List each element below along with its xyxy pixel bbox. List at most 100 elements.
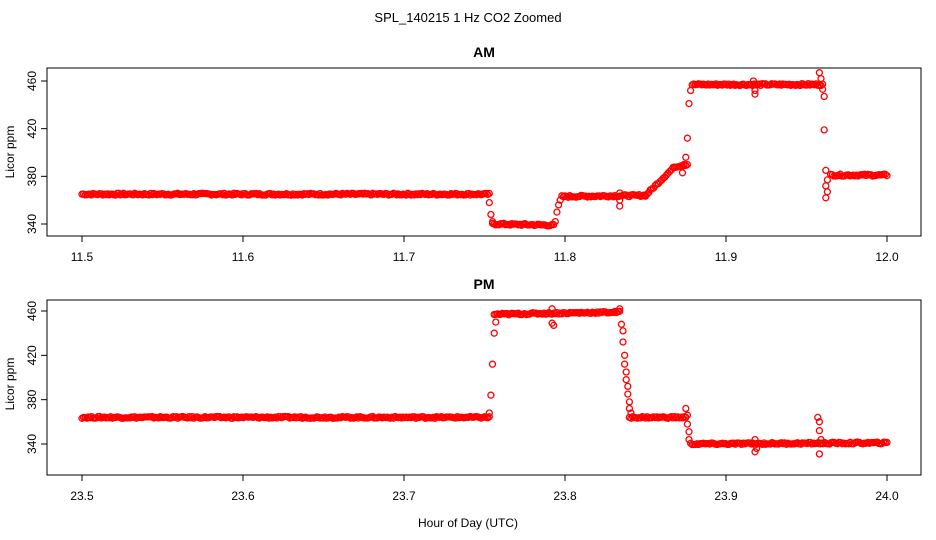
data-point xyxy=(431,414,439,422)
x-tick-label: 11.7 xyxy=(393,250,416,264)
data-point xyxy=(682,153,690,161)
data-point xyxy=(95,412,104,421)
data-point xyxy=(616,202,624,210)
data-point xyxy=(883,172,891,180)
data-point xyxy=(115,189,123,197)
data-point xyxy=(625,404,634,413)
data-point xyxy=(624,390,632,398)
x-tick-label: 23.8 xyxy=(553,489,577,503)
data-point xyxy=(822,166,830,175)
data-point xyxy=(566,192,574,200)
data-point xyxy=(820,126,828,134)
y-tick-label: 340 xyxy=(25,434,39,454)
data-point xyxy=(297,413,305,421)
data-point xyxy=(683,411,692,419)
y-tick-label: 460 xyxy=(25,71,39,91)
data-point xyxy=(617,320,626,328)
data-point xyxy=(625,398,634,406)
x-axis-label: Hour of Day (UTC) xyxy=(418,516,518,530)
x-tick-label: 11.6 xyxy=(232,250,255,264)
data-point xyxy=(749,77,758,85)
data-point xyxy=(490,329,498,337)
panel-pm-title: PM xyxy=(474,276,495,292)
data-point xyxy=(487,391,495,399)
data-point xyxy=(683,134,692,142)
x-tick-label: 23.9 xyxy=(714,489,738,503)
data-point xyxy=(818,85,827,93)
figure-title: SPL_140215 1 Hz CO2 Zoomed xyxy=(374,10,561,25)
data-point xyxy=(550,321,558,330)
data-point xyxy=(554,201,563,209)
data-point xyxy=(823,176,832,184)
data-point xyxy=(751,86,759,95)
data-point xyxy=(337,191,345,199)
y-tick-label: 460 xyxy=(25,301,39,321)
x-tick-label: 23.6 xyxy=(231,489,255,503)
data-point xyxy=(685,428,693,436)
panel-am-y-axis: 340 380 420 460 xyxy=(25,71,48,234)
data-point xyxy=(488,217,497,226)
data-point xyxy=(620,360,629,368)
data-point xyxy=(820,92,828,101)
data-point xyxy=(729,80,738,88)
data-point xyxy=(619,327,627,335)
data-point xyxy=(878,439,886,448)
panel-am-y-axis-label: Licor ppm xyxy=(3,126,17,179)
data-point xyxy=(556,196,564,204)
y-tick-label: 380 xyxy=(25,389,39,409)
x-tick-label: 11.9 xyxy=(715,250,738,264)
data-point xyxy=(682,404,690,413)
data-point xyxy=(587,309,595,318)
data-point xyxy=(548,305,556,313)
panel-am-plot-box xyxy=(46,67,922,237)
y-tick-label: 380 xyxy=(25,166,39,186)
data-point xyxy=(822,194,830,202)
data-point xyxy=(686,86,695,95)
data-point xyxy=(252,189,260,198)
panel-pm-y-axis-label: Licor ppm xyxy=(3,358,17,411)
data-point xyxy=(751,90,759,98)
panel-pm-x-axis: 23.5 23.6 23.7 23.8 23.9 24.0 xyxy=(70,474,899,503)
data-point xyxy=(752,444,761,453)
data-point xyxy=(616,305,624,313)
data-point xyxy=(817,81,825,90)
panel-am: AM Licor ppm 11.5 11.6 11.7 11.8 11.9 12.0 34… xyxy=(3,44,922,264)
data-point xyxy=(492,318,500,326)
data-point xyxy=(817,435,825,444)
panel-pm: PM Licor ppm 23.5 23.6 23.7 23.8 23.9 24.0 34… xyxy=(3,276,922,503)
data-point xyxy=(738,440,746,449)
data-point xyxy=(883,438,891,447)
data-point xyxy=(485,198,493,207)
data-point xyxy=(487,210,495,219)
data-point xyxy=(678,169,687,177)
data-point xyxy=(488,360,497,368)
data-point xyxy=(246,191,254,199)
x-tick-label: 23.7 xyxy=(392,489,416,503)
data-point xyxy=(553,208,561,216)
data-point xyxy=(485,413,493,421)
data-point xyxy=(815,418,824,426)
data-point xyxy=(815,450,824,458)
data-point xyxy=(746,439,754,447)
data-point xyxy=(616,189,624,197)
data-point xyxy=(624,382,632,391)
data-point xyxy=(751,435,759,444)
data-point xyxy=(815,69,824,77)
x-tick-label: 24.0 xyxy=(875,489,899,503)
data-point xyxy=(485,189,493,198)
data-point xyxy=(822,182,830,190)
y-tick-label: 420 xyxy=(25,345,39,365)
data-point xyxy=(751,448,759,456)
data-point xyxy=(627,409,635,417)
data-point xyxy=(551,217,559,226)
panel-pm-plot-box xyxy=(46,299,922,476)
data-point xyxy=(815,427,824,435)
data-point xyxy=(685,99,693,108)
panel-am-title: AM xyxy=(473,44,495,60)
data-point xyxy=(445,191,454,199)
panel-pm-data-points xyxy=(78,305,891,458)
panel-am-x-axis: 11.5 11.6 11.7 11.8 11.9 12.0 xyxy=(71,235,899,264)
data-point xyxy=(622,368,630,376)
data-point xyxy=(685,435,693,444)
